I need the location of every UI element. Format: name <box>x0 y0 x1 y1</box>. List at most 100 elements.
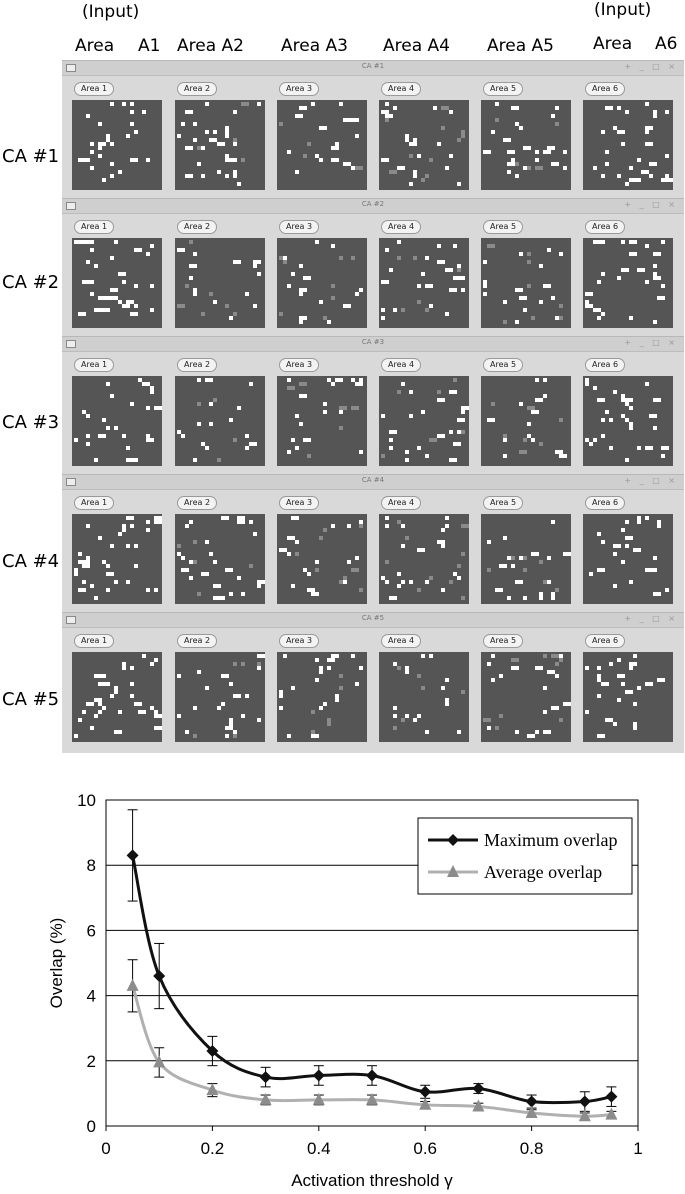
active-neuron <box>437 398 445 402</box>
data-point <box>126 849 139 862</box>
area-tab[interactable]: Area 5 <box>483 82 524 96</box>
active-neuron <box>287 284 291 288</box>
active-neuron <box>597 316 601 320</box>
active-neuron <box>381 576 385 580</box>
window-controls-icon[interactable]: + _ □ × <box>624 62 678 71</box>
area-tab[interactable]: Area 4 <box>381 220 422 234</box>
area-tab[interactable]: Area 2 <box>177 82 218 96</box>
active-neuron <box>437 540 445 544</box>
active-neuron <box>98 702 102 706</box>
window-controls-icon[interactable]: + _ □ × <box>624 476 678 485</box>
neuron-area-grid <box>481 514 571 604</box>
area-tab[interactable]: Area 3 <box>279 220 320 234</box>
area-tab[interactable]: Area 5 <box>483 220 524 234</box>
window-titlebar[interactable]: CA #5 + _ □ × <box>62 612 684 628</box>
active-neuron <box>154 520 162 524</box>
window-titlebar[interactable]: CA #3 + _ □ × <box>62 336 684 352</box>
active-neuron <box>339 102 343 106</box>
active-neuron <box>86 442 90 446</box>
window-controls-icon[interactable]: + _ □ × <box>624 338 678 347</box>
area-tab[interactable]: Area 6 <box>585 496 626 510</box>
area-tab[interactable]: Area 1 <box>74 496 115 510</box>
data-point <box>472 1099 485 1112</box>
area-tab[interactable]: Area 1 <box>74 634 115 648</box>
area-tab[interactable]: Area 4 <box>381 82 422 96</box>
active-neuron <box>645 382 649 386</box>
area-tab[interactable]: Area 2 <box>177 358 218 372</box>
active-neuron <box>425 730 429 734</box>
active-neuron <box>555 122 559 126</box>
window-menu-icon[interactable] <box>66 340 76 348</box>
area-tab[interactable]: Area 3 <box>279 82 320 96</box>
area-tab[interactable]: Area 5 <box>483 634 524 648</box>
area-tab[interactable]: Area 4 <box>381 358 422 372</box>
active-neuron <box>209 552 213 556</box>
active-neuron <box>653 398 657 402</box>
window-titlebar[interactable]: CA #4 + _ □ × <box>62 474 684 490</box>
active-neuron <box>303 568 307 572</box>
active-neuron <box>389 446 393 450</box>
active-neuron <box>665 110 669 114</box>
active-neuron <box>343 304 351 308</box>
area-tab[interactable]: Area 4 <box>381 634 422 648</box>
active-neuron <box>515 162 519 166</box>
window-titlebar[interactable]: CA #2 + _ □ × <box>62 198 684 214</box>
area-tab[interactable]: Area 3 <box>279 496 320 510</box>
window-titlebar[interactable]: CA #1 + _ □ × <box>62 60 684 76</box>
area-tab[interactable]: Area 1 <box>74 82 115 96</box>
active-neuron <box>339 674 343 678</box>
active-neuron <box>283 654 287 658</box>
window-controls-icon[interactable]: + _ □ × <box>624 200 678 209</box>
area-tab[interactable]: Area 6 <box>585 634 626 648</box>
active-neuron <box>237 516 245 520</box>
neuron-area-grid <box>72 514 162 604</box>
area-tab[interactable]: Area 4 <box>381 496 422 510</box>
active-neuron <box>629 662 633 666</box>
active-neuron <box>657 678 665 682</box>
overlap-chart-svg: 0 2 4 6 8 10 0 0.2 0.4 0.6 0.8 1 Activation threshol… <box>47 791 643 1190</box>
active-neuron <box>507 170 511 174</box>
window-controls-icon[interactable]: + _ □ × <box>624 614 678 623</box>
active-neuron <box>323 702 327 706</box>
active-neuron <box>225 304 229 308</box>
y-tick-label: 8 <box>87 856 96 875</box>
area-tab[interactable]: Area 6 <box>585 82 626 96</box>
active-neuron <box>649 126 653 130</box>
area-tab[interactable]: Area 2 <box>177 220 218 234</box>
area-tab[interactable]: Area 3 <box>279 634 320 648</box>
data-point <box>126 978 139 991</box>
window-menu-icon[interactable] <box>66 202 76 210</box>
area-tab[interactable]: Area 1 <box>74 358 115 372</box>
x-tick-label: 0.6 <box>413 1139 437 1158</box>
active-neuron <box>515 122 519 126</box>
active-neuron <box>122 666 126 670</box>
area-tab[interactable]: Area 5 <box>483 358 524 372</box>
window-menu-icon[interactable] <box>66 64 76 72</box>
active-neuron <box>645 682 653 686</box>
active-neuron <box>461 524 469 528</box>
active-neuron <box>629 316 633 320</box>
area-tab[interactable]: Area 6 <box>585 358 626 372</box>
window-menu-icon[interactable] <box>66 616 76 624</box>
active-neuron <box>331 146 339 150</box>
active-neuron <box>621 528 625 532</box>
window-menu-icon[interactable] <box>66 478 76 486</box>
active-neuron <box>625 402 629 406</box>
area-tab[interactable]: Area 5 <box>483 496 524 510</box>
active-neuron <box>86 414 90 418</box>
active-neuron <box>585 300 589 304</box>
active-neuron <box>661 240 665 244</box>
area-tab[interactable]: Area 3 <box>279 358 320 372</box>
active-neuron <box>593 240 597 244</box>
active-neuron <box>601 434 605 438</box>
area-tab[interactable]: Area 2 <box>177 634 218 648</box>
active-neuron <box>279 690 283 694</box>
active-neuron <box>653 110 657 114</box>
data-point <box>206 1083 219 1096</box>
area-tab[interactable]: Area 2 <box>177 496 218 510</box>
active-neuron <box>625 536 629 540</box>
active-neuron <box>609 662 613 666</box>
active-neuron <box>193 288 197 292</box>
area-tab[interactable]: Area 1 <box>74 220 115 234</box>
area-tab[interactable]: Area 6 <box>585 220 626 234</box>
